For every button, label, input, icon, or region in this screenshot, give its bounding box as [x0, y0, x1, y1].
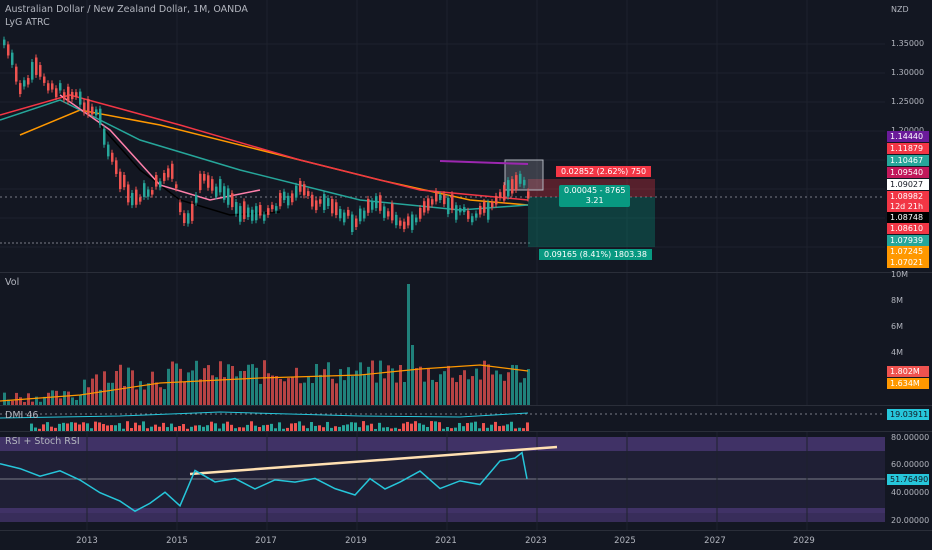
dmi-value-label: 19.03911: [887, 409, 929, 420]
volume-chart[interactable]: [0, 273, 885, 405]
year-tick: 2013: [76, 536, 98, 546]
rsi-value-label: 51.76490: [887, 474, 929, 485]
price-tick: 1.25000: [891, 97, 925, 106]
price-label: 1.09540: [887, 167, 929, 178]
price-label: 1.08610: [887, 223, 929, 234]
rsi-tick: 20.00000: [891, 516, 930, 525]
price-chart[interactable]: [0, 0, 885, 272]
volume-tick: 10M: [891, 270, 909, 279]
year-tick: 2029: [793, 536, 815, 546]
rsi-chart[interactable]: [0, 432, 885, 530]
stop-loss-label: 0.02852 (2.62%) 750: [556, 166, 652, 177]
volume-tick: 4M: [891, 348, 903, 357]
price-tick: 1.20000: [891, 126, 924, 135]
year-tick: 2023: [525, 536, 547, 546]
price-label: 1.08982: [887, 191, 929, 202]
volume-tick: 6M: [891, 322, 903, 331]
volume-ma-label: 1.634M: [887, 378, 929, 389]
pane-separator[interactable]: [0, 405, 932, 406]
dmi-pane[interactable]: [0, 406, 885, 431]
rsi-pane[interactable]: [0, 432, 885, 530]
pane-separator[interactable]: [0, 431, 932, 432]
year-tick: 2021: [435, 536, 457, 546]
price-label: 1.11879: [887, 143, 929, 154]
price-label: 1.07245: [887, 246, 929, 257]
year-tick: 2017: [255, 536, 277, 546]
price-label: 1.07939: [887, 235, 929, 246]
price-tick: 1.35000: [891, 39, 925, 48]
price-label: 1.08748: [887, 212, 929, 223]
price-label: 1.10467: [887, 155, 929, 166]
year-tick: 2019: [345, 536, 367, 546]
rsi-title: RSI + Stoch RSI: [5, 436, 80, 447]
price-pane[interactable]: [0, 0, 885, 272]
price-label: 1.07021: [887, 257, 929, 268]
dmi-chart[interactable]: [0, 406, 885, 431]
rsi-tick: 60.00000: [891, 460, 930, 469]
pane-separator[interactable]: [0, 530, 932, 531]
price-label: 1.09027: [887, 179, 929, 190]
risk-reward-line2: 3.21: [585, 196, 604, 205]
symbol-title: Australian Dollar / New Zealand Dollar, …: [5, 4, 248, 15]
risk-reward-line1: 0.00045 - 8765: [564, 186, 626, 195]
year-tick: 2015: [166, 536, 188, 546]
rsi-tick: 80.00000: [891, 433, 930, 442]
volume-tick: 8M: [891, 296, 903, 305]
year-tick: 2025: [614, 536, 636, 546]
take-profit-label: 0.09165 (8.41%) 1803.38: [539, 249, 652, 260]
price-label: 1.14440: [887, 131, 929, 142]
currency-label: NZD: [891, 5, 909, 14]
pane-separator[interactable]: [0, 272, 932, 273]
year-tick: 2027: [704, 536, 726, 546]
risk-reward-label: 0.00045 - 8765 3.21: [559, 185, 631, 207]
volume-value-label: 1.802M: [887, 366, 929, 377]
volume-pane[interactable]: [0, 273, 885, 405]
rsi-tick: 40.00000: [891, 488, 930, 497]
dmi-title: DMI 46: [5, 410, 39, 421]
indicator-name: LyG ATRC: [5, 17, 50, 28]
price-label: 12d 21h: [887, 201, 929, 212]
price-tick: 1.30000: [891, 68, 925, 77]
volume-title: Vol: [5, 277, 20, 288]
